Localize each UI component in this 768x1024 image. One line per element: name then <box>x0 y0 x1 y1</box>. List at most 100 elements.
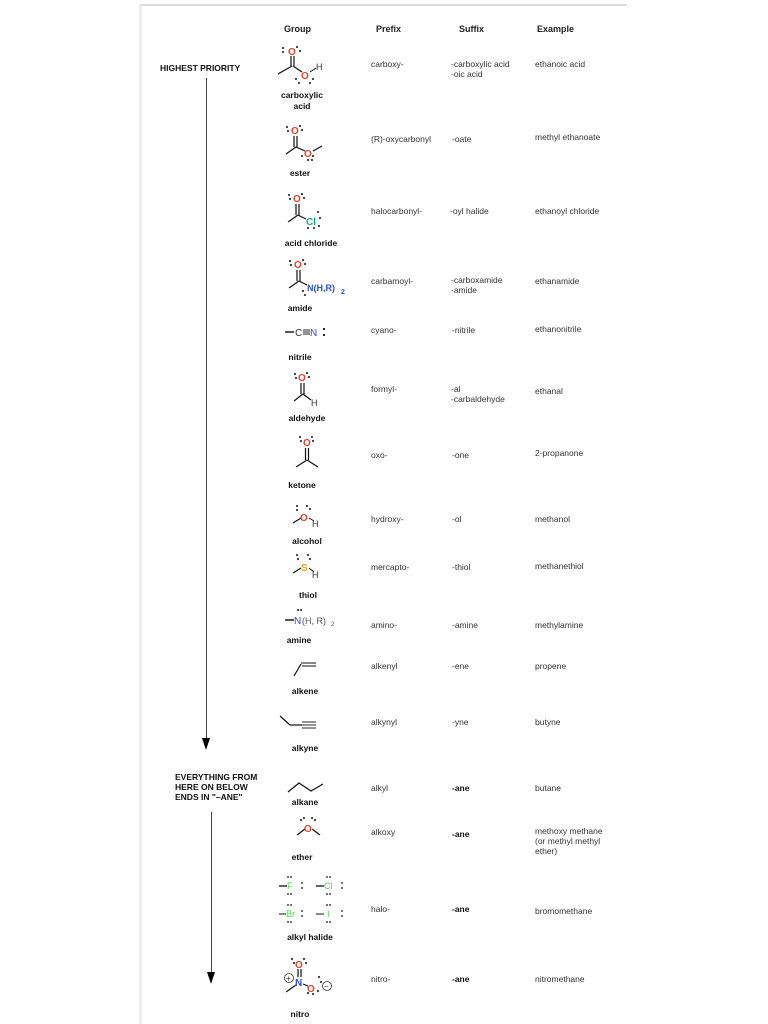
example-alkene: propene <box>535 661 567 671</box>
group-label-alkyne: alkyne <box>291 743 319 753</box>
ane-arrow-head-icon <box>207 972 215 984</box>
suffix-acid-chloride: -oyl halide <box>450 206 489 216</box>
example-ether: methoxy methane (or methyl methyl ether) <box>535 826 603 856</box>
example-nitro: nitromethane <box>535 974 585 984</box>
svg-text:+: + <box>286 974 291 983</box>
ane-note-line: ENDS IN "–ANE" <box>175 792 243 802</box>
header-suffix: Suffix <box>459 24 485 34</box>
group-label-alkyl-halide: alkyl halide <box>287 932 333 942</box>
svg-text:O: O <box>301 71 309 82</box>
suffix-nitro: -ane <box>452 974 470 984</box>
group-label-nitro: nitro <box>290 1009 310 1019</box>
priority-arrow-line <box>206 78 207 738</box>
svg-text:N: N <box>294 616 301 627</box>
aldehyde-structure-icon: O H <box>293 372 318 408</box>
alcohol-structure-icon: O H <box>292 505 319 529</box>
group-label-carboxylic-acid: carboxylic acid <box>280 90 324 111</box>
svg-text:N(H,R): N(H,R) <box>307 283 335 293</box>
alkyne-structure-icon <box>279 715 316 729</box>
example-alkyl-halide: bromomethane <box>535 906 593 916</box>
alkyl-halide-structure-icon: F Cl Br I <box>279 876 343 923</box>
svg-text:2: 2 <box>331 622 335 628</box>
svg-text:O: O <box>288 47 296 58</box>
prefix-nitrile: cyano- <box>371 325 397 335</box>
svg-text:N: N <box>295 978 302 989</box>
alkene-structure-icon <box>293 662 316 677</box>
suffix-nitrile: -nitrile <box>452 325 476 335</box>
example-alkyne: butyne <box>535 717 561 727</box>
ketone-structure-icon: O <box>295 436 319 468</box>
svg-text:O: O <box>298 373 306 384</box>
group-label-alkane: alkane <box>291 797 319 807</box>
amide-structure-icon: O N(H,R) 2 <box>288 259 345 296</box>
header-example: Example <box>537 24 575 34</box>
group-label-ester: ester <box>289 168 311 178</box>
svg-text:O: O <box>303 438 311 449</box>
group-label-aldehyde: aldehyde <box>288 413 326 423</box>
ane-note-line: EVERYTHING FROM <box>175 772 258 782</box>
prefix-thiol: mercapto- <box>371 562 410 572</box>
prefix-alkyne: alkynyl <box>371 717 397 727</box>
svg-text:(H, R): (H, R) <box>302 616 326 626</box>
svg-text:C: C <box>295 328 302 339</box>
group-label-amide: amide <box>287 303 313 313</box>
svg-text:H: H <box>311 398 318 408</box>
example-aldehyde: ethanal <box>535 386 563 396</box>
suffix-ether: -ane <box>452 829 470 839</box>
group-label-alkene: alkene <box>291 686 319 696</box>
suffix-alkyne: -yne <box>452 717 469 727</box>
alkane-structure-icon <box>287 782 324 793</box>
svg-text:O: O <box>304 149 312 160</box>
svg-text:I: I <box>327 909 330 919</box>
suffix-alcohol: -ol <box>452 514 462 524</box>
svg-text:O: O <box>295 960 303 971</box>
prefix-alcohol: hydroxy- <box>371 514 404 524</box>
prefix-ether: alkoxy <box>371 827 396 837</box>
example-ketone: 2-propanone <box>535 448 584 458</box>
group-label-acid-chloride: acid chloride <box>284 238 338 248</box>
group-label-amine: amine <box>286 635 312 645</box>
suffix-ketone: -one <box>452 450 470 460</box>
carboxylic-acid-structure-icon: O O H <box>277 46 323 84</box>
priority-arrow-head-icon <box>202 738 210 750</box>
prefix-alkene: alkenyl <box>371 661 398 671</box>
svg-text:O: O <box>300 513 308 524</box>
group-label-thiol: thiol <box>299 590 317 600</box>
svg-text:H: H <box>312 519 319 529</box>
nitro-structure-icon: + − O N O <box>284 958 332 995</box>
svg-text:O: O <box>291 126 299 137</box>
ester-structure-icon: O O <box>285 125 323 161</box>
svg-text:S: S <box>301 563 308 574</box>
group-label-ether: ether <box>291 852 313 862</box>
prefix-alkyl-halide: halo- <box>371 904 390 914</box>
ane-arrow-line <box>211 812 212 972</box>
example-amine: methylamine <box>535 620 584 630</box>
suffix-amine: -amine <box>452 620 478 630</box>
svg-text:O: O <box>293 194 301 205</box>
group-label-nitrile: nitrile <box>288 352 312 362</box>
example-alcohol: methanol <box>535 514 570 524</box>
prefix-ketone: oxo- <box>371 450 388 460</box>
suffix-carboxylic-acid: -carboxylic acid -oic acid <box>451 59 510 79</box>
example-nitrile: ethanonitrile <box>535 324 582 334</box>
group-label-alcohol: alcohol <box>292 536 322 546</box>
acid-chloride-structure-icon: O Cl <box>287 193 321 229</box>
highest-priority-label: HIGHEST PRIORITY <box>160 63 241 73</box>
svg-text:O: O <box>294 260 302 271</box>
suffix-alkane: -ane <box>452 783 470 793</box>
ane-note: EVERYTHING FROM HERE ON BELOW ENDS IN "–… <box>175 772 257 802</box>
svg-text:O: O <box>304 824 312 835</box>
svg-text:Cl: Cl <box>306 217 316 228</box>
header-prefix: Prefix <box>376 24 402 34</box>
example-amide: ethanamide <box>535 276 580 286</box>
svg-text:Cl: Cl <box>324 881 333 891</box>
svg-text:H: H <box>312 570 319 580</box>
example-alkane: butane <box>535 783 561 793</box>
prefix-amide: carbamoyl- <box>371 276 414 286</box>
prefix-ester: (R)-oxycarbonyl <box>371 134 431 144</box>
amine-structure-icon: N (H, R) 2 <box>285 609 335 628</box>
ether-structure-icon: O <box>296 817 321 836</box>
example-carboxylic-acid: ethanoic acid <box>535 59 586 69</box>
suffix-alkyl-halide: -ane <box>452 904 470 914</box>
prefix-carboxylic-acid: carboxy- <box>371 59 404 69</box>
